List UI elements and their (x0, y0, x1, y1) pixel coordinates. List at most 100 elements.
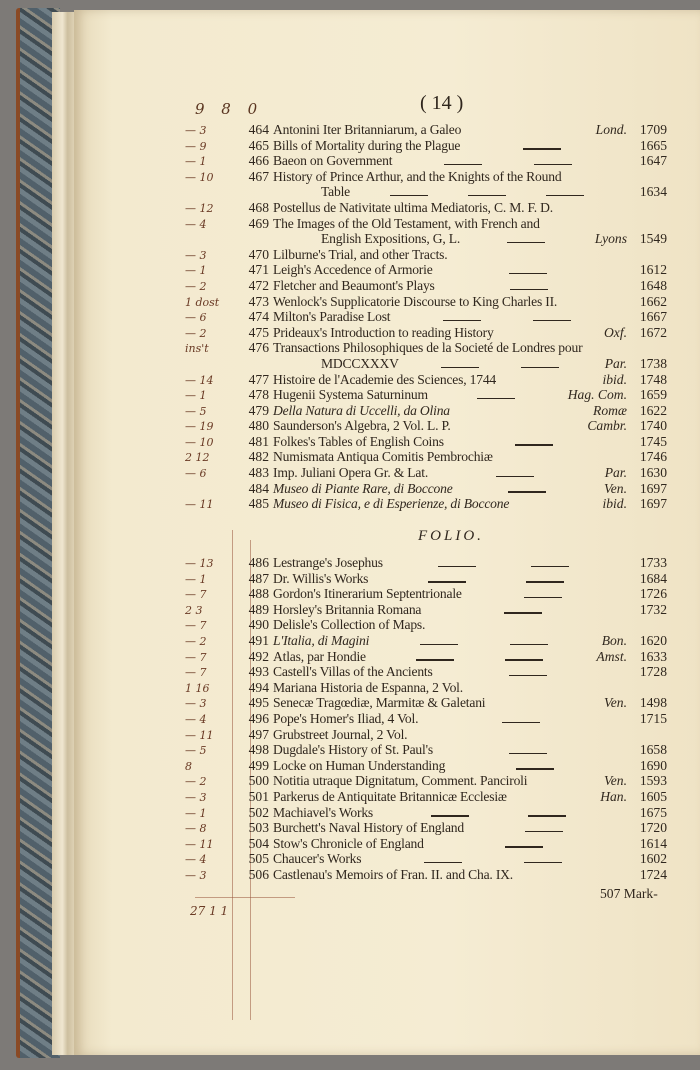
dash-leader (433, 269, 624, 279)
imprint-year: 1605 (639, 788, 667, 804)
lot-number: 499 (248, 757, 269, 773)
dash-leader (428, 393, 565, 403)
entry-title: Delisle's Collection of Maps. (273, 617, 426, 633)
catalogue-entry: 484 Museo di Piante Rare, di Boccone Ven. 1… (185, 481, 667, 497)
manuscript-rule (195, 897, 295, 898)
manuscript-note: — 3 (185, 124, 207, 137)
entry-title: Fletcher and Beaumont's Plays (273, 277, 435, 293)
manuscript-note: — 14 (185, 373, 214, 387)
entry-title: Senecæ Tragœdiæ, Marmitæ & Galetani (273, 695, 486, 711)
entry-title: Grubstreet Journal, 2 Vol. (273, 726, 408, 742)
dash-leader (425, 619, 624, 629)
dash-rule (530, 565, 569, 567)
lot-number: 501 (248, 788, 269, 804)
lot-number: 505 (248, 851, 269, 867)
imprint-year: 1549 (639, 231, 667, 247)
imprint-year: 1630 (639, 465, 667, 481)
catalogue-entry: Table 1634 (185, 184, 667, 200)
imprint-year: 1622 (639, 402, 667, 418)
entry-title: MDCCXXXV (321, 355, 399, 371)
imprint-year: 1593 (639, 773, 667, 789)
dash-rule (502, 721, 541, 723)
entry-title: Wenlock's Supplicatorie Discourse to Kin… (273, 293, 558, 309)
dash-leader (513, 869, 624, 879)
imprint-year: 1690 (639, 757, 667, 773)
manuscript-note: — 2 (185, 634, 207, 648)
catalogue-entry: — 3 470 Lilburne's Trial, and other Tracts… (185, 247, 667, 263)
manuscript-note: — 2 (185, 326, 207, 340)
manuscript-note: — 11 (185, 728, 214, 742)
dash-leader (399, 362, 602, 372)
manuscript-rule (232, 530, 233, 1020)
imprint-place: Han. (600, 788, 627, 804)
manuscript-note: — 11 (185, 498, 214, 512)
catalogue-entry: — 7 493 Castell's Villas of the Ancients 17… (185, 664, 667, 680)
imprint-year: 1720 (639, 820, 667, 836)
dash-leader (428, 471, 602, 481)
imprint-place: Ven. (603, 695, 627, 711)
lot-number: 470 (248, 246, 269, 262)
entry-title: Notitia utraque Dignitatum, Comment. Pan… (273, 773, 528, 789)
manuscript-note: — 4 (185, 712, 207, 726)
entry-title: Lilburne's Trial, and other Tracts. (273, 246, 448, 262)
dash-leader (461, 124, 592, 134)
dash-leader (366, 655, 594, 665)
dash-leader (453, 487, 601, 497)
page-edges (52, 12, 78, 1055)
entry-title: Transactions Philosophiques de la Societ… (273, 340, 583, 356)
manuscript-note: — 6 (185, 467, 207, 481)
lot-number: 494 (248, 679, 269, 695)
manuscript-note: — 1 (185, 389, 207, 403)
manuscript-note: — 7 (185, 619, 207, 633)
imprint-place: Lyons (594, 231, 627, 247)
manuscript-note: — 3 (185, 248, 207, 262)
dash-rule (526, 581, 565, 583)
lot-number: 484 (248, 480, 269, 496)
imprint-year: 1498 (639, 695, 667, 711)
manuscript-note: — 12 (185, 201, 214, 215)
dash-rule (507, 491, 546, 493)
manuscript-note: — 7 (185, 650, 207, 664)
dash-leader (493, 451, 624, 461)
lot-number: 486 (248, 555, 269, 570)
dash-leader (361, 858, 624, 868)
dash-rule (515, 768, 554, 770)
dash-leader (507, 791, 597, 801)
octavo-list: — 3 464 Antonini Iter Britanniarum, a Gale… (185, 122, 667, 512)
catalogue-entry: — 5 498 Dugdale's History of St. Paul's 165… (185, 742, 667, 758)
dash-leader (444, 440, 624, 450)
catalogue-entry: 1 16 494 Mariana Historia de Espanna, 2 Vo… (185, 680, 667, 696)
catalogue-entry: — 5 479 Della Natura di Uccelli, da Olina R… (185, 403, 667, 419)
lot-number: 478 (248, 387, 269, 403)
imprint-year: 1715 (639, 710, 667, 726)
catalogue-entry: — 10 481 Folkes's Tables of English Coins 1… (185, 434, 667, 450)
manuscript-note: 1 dost (185, 295, 220, 309)
catalogue-entry: — 9 465 Bills of Mortality during the Plag… (185, 138, 667, 154)
entry-title: Burchett's Naval History of England (273, 820, 465, 836)
dash-leader (557, 296, 624, 306)
entry-title: Histoire de l'Academie des Sciences, 174… (273, 371, 497, 387)
manuscript-note: — 1 (185, 572, 207, 586)
lot-number: 488 (248, 586, 269, 602)
dash-leader (460, 144, 624, 154)
entry-title: Pope's Homer's Iliad, 4 Vol. (273, 710, 419, 726)
dash-leader (460, 237, 592, 247)
dash-leader (462, 593, 624, 603)
catalogue-entry: — 2 491 L'Italia, di Magini Bon. 1620 (185, 633, 667, 649)
lot-number: 496 (248, 710, 269, 726)
imprint-year: 1738 (639, 355, 667, 371)
catalogue-entry: — 3 495 Senecæ Tragœdiæ, Marmitæ & Galetan… (185, 695, 667, 711)
dash-leader (373, 811, 624, 821)
imprint-place: Romæ (593, 402, 627, 418)
imprint-year: 1672 (639, 324, 667, 340)
entry-title: Machiavel's Works (273, 804, 374, 820)
dash-rule (523, 861, 562, 864)
dash-leader (369, 639, 599, 649)
catalogue-entry: — 3 501 Parkerus de Antiquitate Britannicæ… (185, 789, 667, 805)
catalogue-entry: — 7 490 Delisle's Collection of Maps. (185, 617, 667, 633)
manuscript-note: 1 16 (185, 681, 210, 695)
manuscript-note: — 5 (185, 744, 207, 758)
imprint-place: Lond. (595, 122, 627, 137)
entry-title: History of Prince Arthur, and the Knight… (273, 168, 562, 184)
manuscript-header: 9 8 0 (195, 100, 264, 118)
